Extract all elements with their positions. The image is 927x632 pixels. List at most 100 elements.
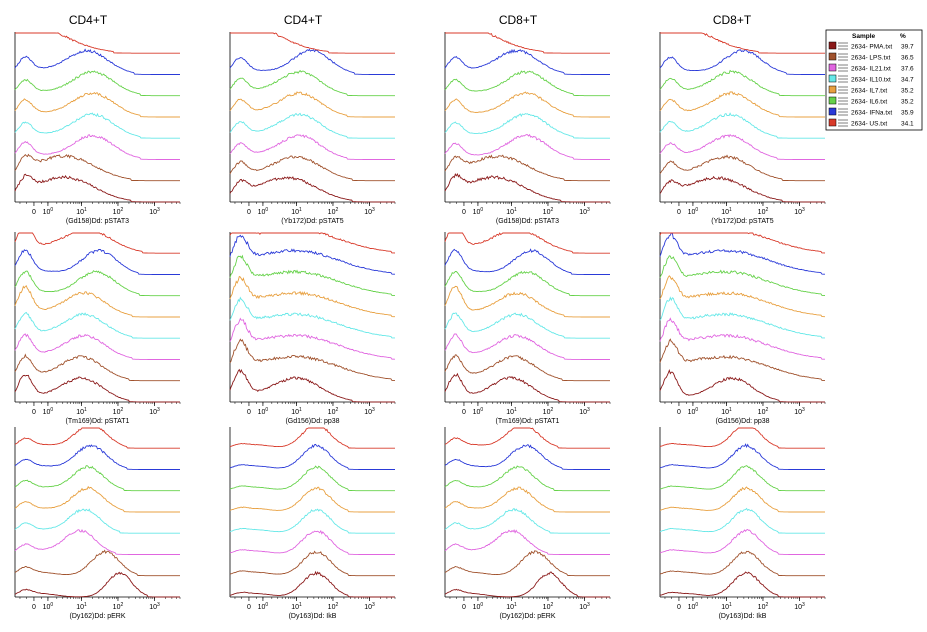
x-tick-label: 102 [758, 207, 769, 216]
legend-swatch [828, 41, 837, 50]
legend-swatch [828, 96, 837, 105]
x-tick-label: 102 [113, 407, 124, 416]
x-tick-label: 101 [506, 207, 517, 216]
series-trace-4 [229, 296, 395, 339]
legend-entry-name: 2634- IL21.txt [851, 66, 891, 73]
series-trace-2 [444, 354, 610, 382]
series-trace-2 [659, 550, 825, 577]
panel-r3-c4: 0 100 101 102 103 (Dy163)Dd: IkB [659, 427, 826, 620]
x-tick-label: 101 [76, 602, 87, 611]
x-tick-label: 101 [291, 602, 302, 611]
x-tick-label: 100 [258, 602, 269, 611]
x-tick-label: 102 [543, 407, 554, 416]
series-trace-5 [444, 91, 610, 118]
series-trace-7 [444, 444, 610, 470]
panel-r3-c1: 0 100 101 102 103 (Dy162)Dd: pERK [14, 427, 181, 620]
series-trace-6 [14, 70, 180, 97]
x-tick-label: 0 [677, 409, 681, 416]
series-trace-8 [14, 427, 180, 449]
legend-entry-percent: 35.2 [901, 99, 914, 106]
x-tick-label: 0 [32, 209, 36, 216]
x-tick-label: 0 [462, 409, 466, 416]
x-axis-label: (Gd156)Dd: pp38 [715, 418, 769, 425]
series-trace-2 [444, 550, 610, 577]
x-tick-label: 0 [462, 604, 466, 611]
series-trace-8 [229, 427, 395, 449]
series-trace-3 [659, 528, 825, 555]
column-title-2: CD4+T [284, 13, 323, 27]
series-trace-8 [445, 32, 610, 54]
series-trace-5 [659, 486, 825, 513]
series-trace-4 [14, 311, 180, 339]
x-tick-label: 101 [721, 602, 732, 611]
series-trace-1 [14, 173, 180, 203]
series-trace-5 [444, 486, 610, 513]
x-tick-label: 101 [721, 207, 732, 216]
x-tick-label: 0 [247, 209, 251, 216]
series-trace-2 [659, 338, 825, 381]
x-tick-label: 103 [794, 407, 805, 416]
x-axis-label: (Dy163)Dd: IkB [719, 613, 767, 620]
series-trace-7 [229, 443, 395, 470]
x-tick-label: 103 [794, 602, 805, 611]
series-trace-1 [659, 571, 825, 598]
series-trace-1 [229, 570, 395, 598]
series-trace-1 [14, 374, 180, 403]
x-tick-label: 103 [579, 407, 590, 416]
histogram-panels: 0 100 101 102 103 (Gd158)Dd: pSTAT3 0 100 101 102… [14, 32, 826, 620]
legend-box [825, 29, 923, 131]
x-tick-label: 0 [677, 604, 681, 611]
x-tick-label: 0 [247, 409, 251, 416]
x-tick-label: 100 [258, 407, 269, 416]
x-tick-label: 103 [364, 207, 375, 216]
series-trace-1 [229, 368, 395, 403]
panel-r1-c2: 0 100 101 102 103 (Yb172)Dd: pSTAT5 [229, 32, 396, 225]
series-trace-7 [14, 444, 180, 470]
series-trace-2 [14, 353, 180, 382]
x-tick-label: 100 [43, 407, 54, 416]
series-trace-5 [229, 275, 395, 318]
x-tick-label: 101 [506, 602, 517, 611]
legend-entry-name: 2634- IL10.txt [851, 77, 891, 84]
series-trace-8 [444, 427, 610, 449]
series-trace-4 [444, 507, 610, 534]
x-tick-label: 102 [543, 207, 554, 216]
legend-entry-name: 2634- IFNa.txt [851, 110, 892, 117]
legend-swatch [828, 107, 837, 116]
series-trace-8 [444, 232, 610, 254]
x-tick-label: 100 [473, 407, 484, 416]
panel-r1-c4: 0 100 101 102 103 (Yb172)Dd: pSTAT5 [659, 32, 826, 225]
x-axis-label: (Gd158)Dd: pSTAT3 [66, 218, 129, 225]
series-trace-4 [444, 113, 610, 139]
x-tick-label: 102 [113, 602, 124, 611]
legend-header-sample: Sample [852, 33, 876, 40]
legend: Sample % 2634- PMA.txt 39.7 2634- LPS.txt 36.… [825, 29, 923, 131]
series-trace-2 [229, 550, 395, 577]
legend-entry-percent: 37.6 [901, 66, 914, 73]
series-trace-6 [14, 270, 180, 297]
x-tick-label: 101 [721, 407, 732, 416]
column-title-1: CD4+T [69, 13, 108, 27]
x-tick-label: 100 [473, 602, 484, 611]
x-tick-label: 0 [677, 209, 681, 216]
x-tick-label: 102 [758, 602, 769, 611]
series-trace-6 [659, 69, 825, 97]
series-trace-2 [14, 153, 180, 182]
x-tick-label: 101 [291, 407, 302, 416]
series-trace-8 [14, 232, 180, 254]
series-trace-4 [229, 112, 395, 139]
legend-entry-name: 2634- LPS.txt [851, 55, 891, 62]
series-trace-5 [14, 485, 180, 513]
series-trace-5 [229, 91, 395, 118]
x-tick-label: 103 [149, 407, 160, 416]
x-tick-label: 100 [688, 207, 699, 216]
panel-r2-c1: 0 100 101 102 103 (Tm169)Dd: pSTAT1 [14, 232, 181, 425]
series-trace-2 [229, 338, 395, 381]
x-tick-label: 0 [32, 604, 36, 611]
x-tick-label: 103 [579, 602, 590, 611]
series-trace-4 [14, 508, 180, 534]
legend-entry-percent: 34.7 [901, 77, 914, 84]
x-axis-label: (Yb172)Dd: pSTAT5 [711, 218, 773, 225]
x-tick-label: 100 [43, 207, 54, 216]
